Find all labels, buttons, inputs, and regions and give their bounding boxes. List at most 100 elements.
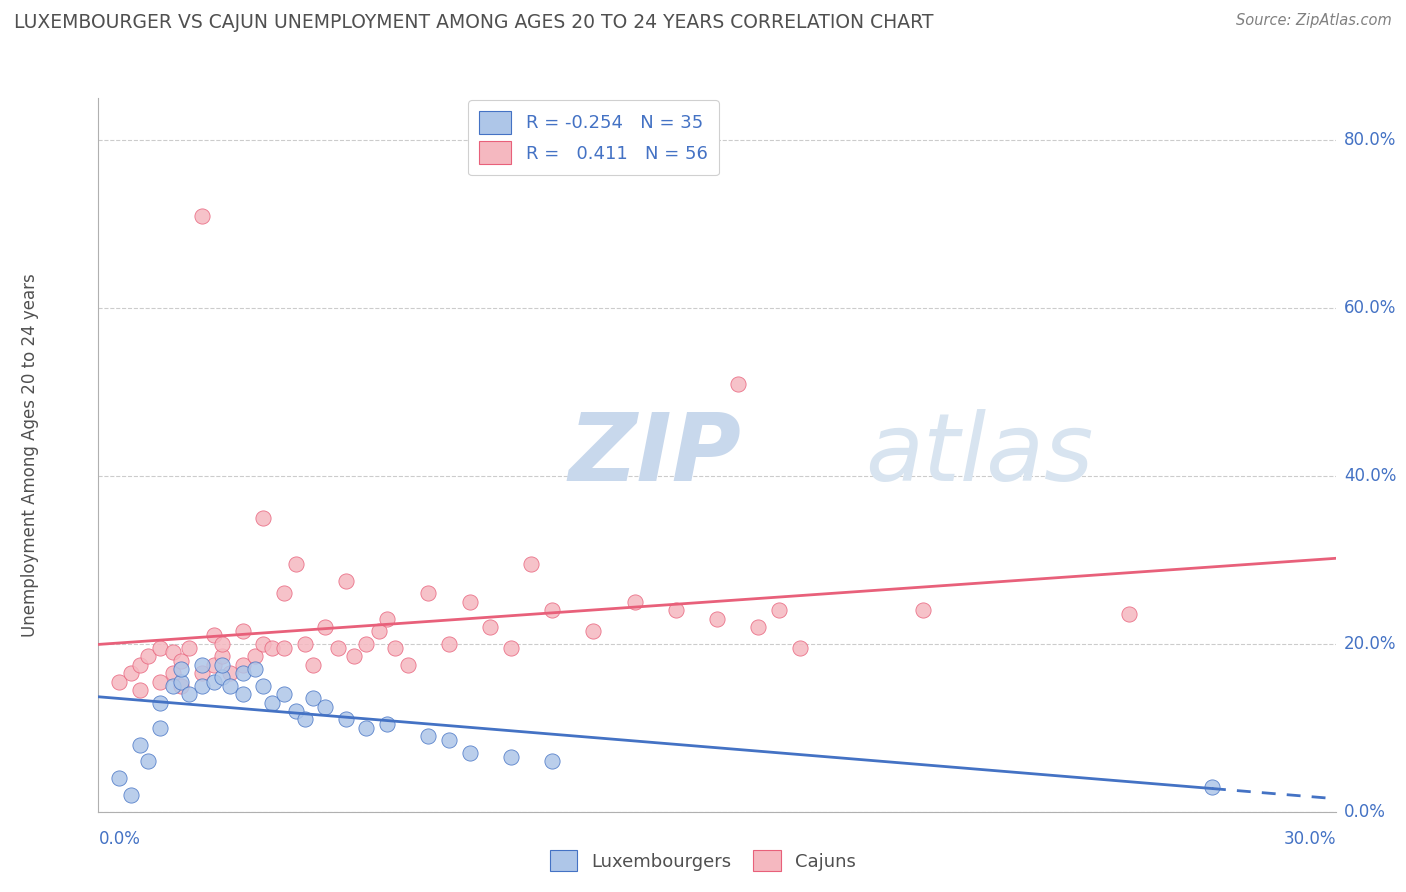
Point — [458, 746, 481, 760]
Point — [149, 674, 172, 689]
Point — [162, 679, 184, 693]
Point — [343, 649, 366, 664]
Point — [252, 637, 274, 651]
Point — [243, 662, 266, 676]
Point — [128, 738, 150, 752]
Text: 60.0%: 60.0% — [1344, 299, 1396, 317]
Point — [190, 666, 212, 681]
Text: 80.0%: 80.0% — [1344, 131, 1396, 149]
Point — [260, 640, 283, 655]
Point — [367, 624, 389, 639]
Point — [437, 733, 460, 747]
Text: 40.0%: 40.0% — [1344, 467, 1396, 485]
Point — [190, 679, 212, 693]
Point — [1201, 780, 1223, 794]
Point — [120, 666, 142, 681]
Text: LUXEMBOURGER VS CAJUN UNEMPLOYMENT AMONG AGES 20 TO 24 YEARS CORRELATION CHART: LUXEMBOURGER VS CAJUN UNEMPLOYMENT AMONG… — [14, 13, 934, 32]
Point — [108, 771, 131, 785]
Point — [623, 595, 645, 609]
Point — [294, 637, 316, 651]
Point — [179, 640, 201, 655]
Point — [706, 612, 728, 626]
Point — [273, 687, 295, 701]
Text: 20.0%: 20.0% — [1344, 635, 1396, 653]
Point — [149, 721, 172, 735]
Point — [232, 624, 254, 639]
Point — [294, 712, 316, 726]
Point — [285, 704, 308, 718]
Point — [170, 674, 193, 689]
Point — [170, 679, 193, 693]
Point — [665, 603, 688, 617]
Point — [302, 657, 325, 672]
Point — [789, 640, 811, 655]
Point — [335, 712, 357, 726]
Text: ZIP: ZIP — [568, 409, 741, 501]
Point — [128, 657, 150, 672]
Point — [273, 640, 295, 655]
Point — [335, 574, 357, 588]
Point — [162, 666, 184, 681]
Point — [727, 376, 749, 391]
Point — [136, 649, 159, 664]
Point — [128, 683, 150, 698]
Point — [211, 649, 233, 664]
Point — [260, 696, 283, 710]
Point — [499, 640, 522, 655]
Text: Source: ZipAtlas.com: Source: ZipAtlas.com — [1236, 13, 1392, 29]
Point — [162, 645, 184, 659]
Point — [252, 679, 274, 693]
Point — [120, 788, 142, 802]
Point — [232, 657, 254, 672]
Point — [190, 657, 212, 672]
Point — [326, 640, 349, 655]
Text: 30.0%: 30.0% — [1284, 830, 1336, 847]
Point — [418, 586, 440, 600]
Point — [582, 624, 605, 639]
Point — [912, 603, 935, 617]
Point — [541, 755, 564, 769]
Point — [314, 620, 336, 634]
Point — [179, 687, 201, 701]
Text: atlas: atlas — [866, 409, 1094, 500]
Point — [768, 603, 790, 617]
Point — [202, 674, 225, 689]
Point — [108, 674, 131, 689]
Point — [499, 750, 522, 764]
Point — [356, 637, 378, 651]
Legend: R = -0.254   N = 35, R =   0.411   N = 56: R = -0.254 N = 35, R = 0.411 N = 56 — [468, 100, 718, 176]
Point — [232, 687, 254, 701]
Point — [190, 209, 212, 223]
Legend: Luxembourgers, Cajuns: Luxembourgers, Cajuns — [543, 843, 863, 879]
Point — [356, 721, 378, 735]
Point — [149, 640, 172, 655]
Point — [273, 586, 295, 600]
Point — [541, 603, 564, 617]
Point — [1118, 607, 1140, 622]
Point — [375, 612, 398, 626]
Point — [202, 628, 225, 642]
Point — [219, 666, 242, 681]
Point — [458, 595, 481, 609]
Text: 0.0%: 0.0% — [1344, 803, 1386, 821]
Point — [747, 620, 769, 634]
Point — [375, 716, 398, 731]
Point — [285, 557, 308, 571]
Text: 0.0%: 0.0% — [98, 830, 141, 847]
Point — [170, 654, 193, 668]
Point — [202, 657, 225, 672]
Point — [437, 637, 460, 651]
Point — [252, 511, 274, 525]
Point — [314, 699, 336, 714]
Point — [418, 729, 440, 743]
Point — [211, 670, 233, 684]
Point — [243, 649, 266, 664]
Point — [211, 657, 233, 672]
Point — [520, 557, 543, 571]
Point — [396, 657, 419, 672]
Point — [136, 755, 159, 769]
Point — [219, 679, 242, 693]
Text: Unemployment Among Ages 20 to 24 years: Unemployment Among Ages 20 to 24 years — [21, 273, 39, 637]
Point — [149, 696, 172, 710]
Point — [170, 662, 193, 676]
